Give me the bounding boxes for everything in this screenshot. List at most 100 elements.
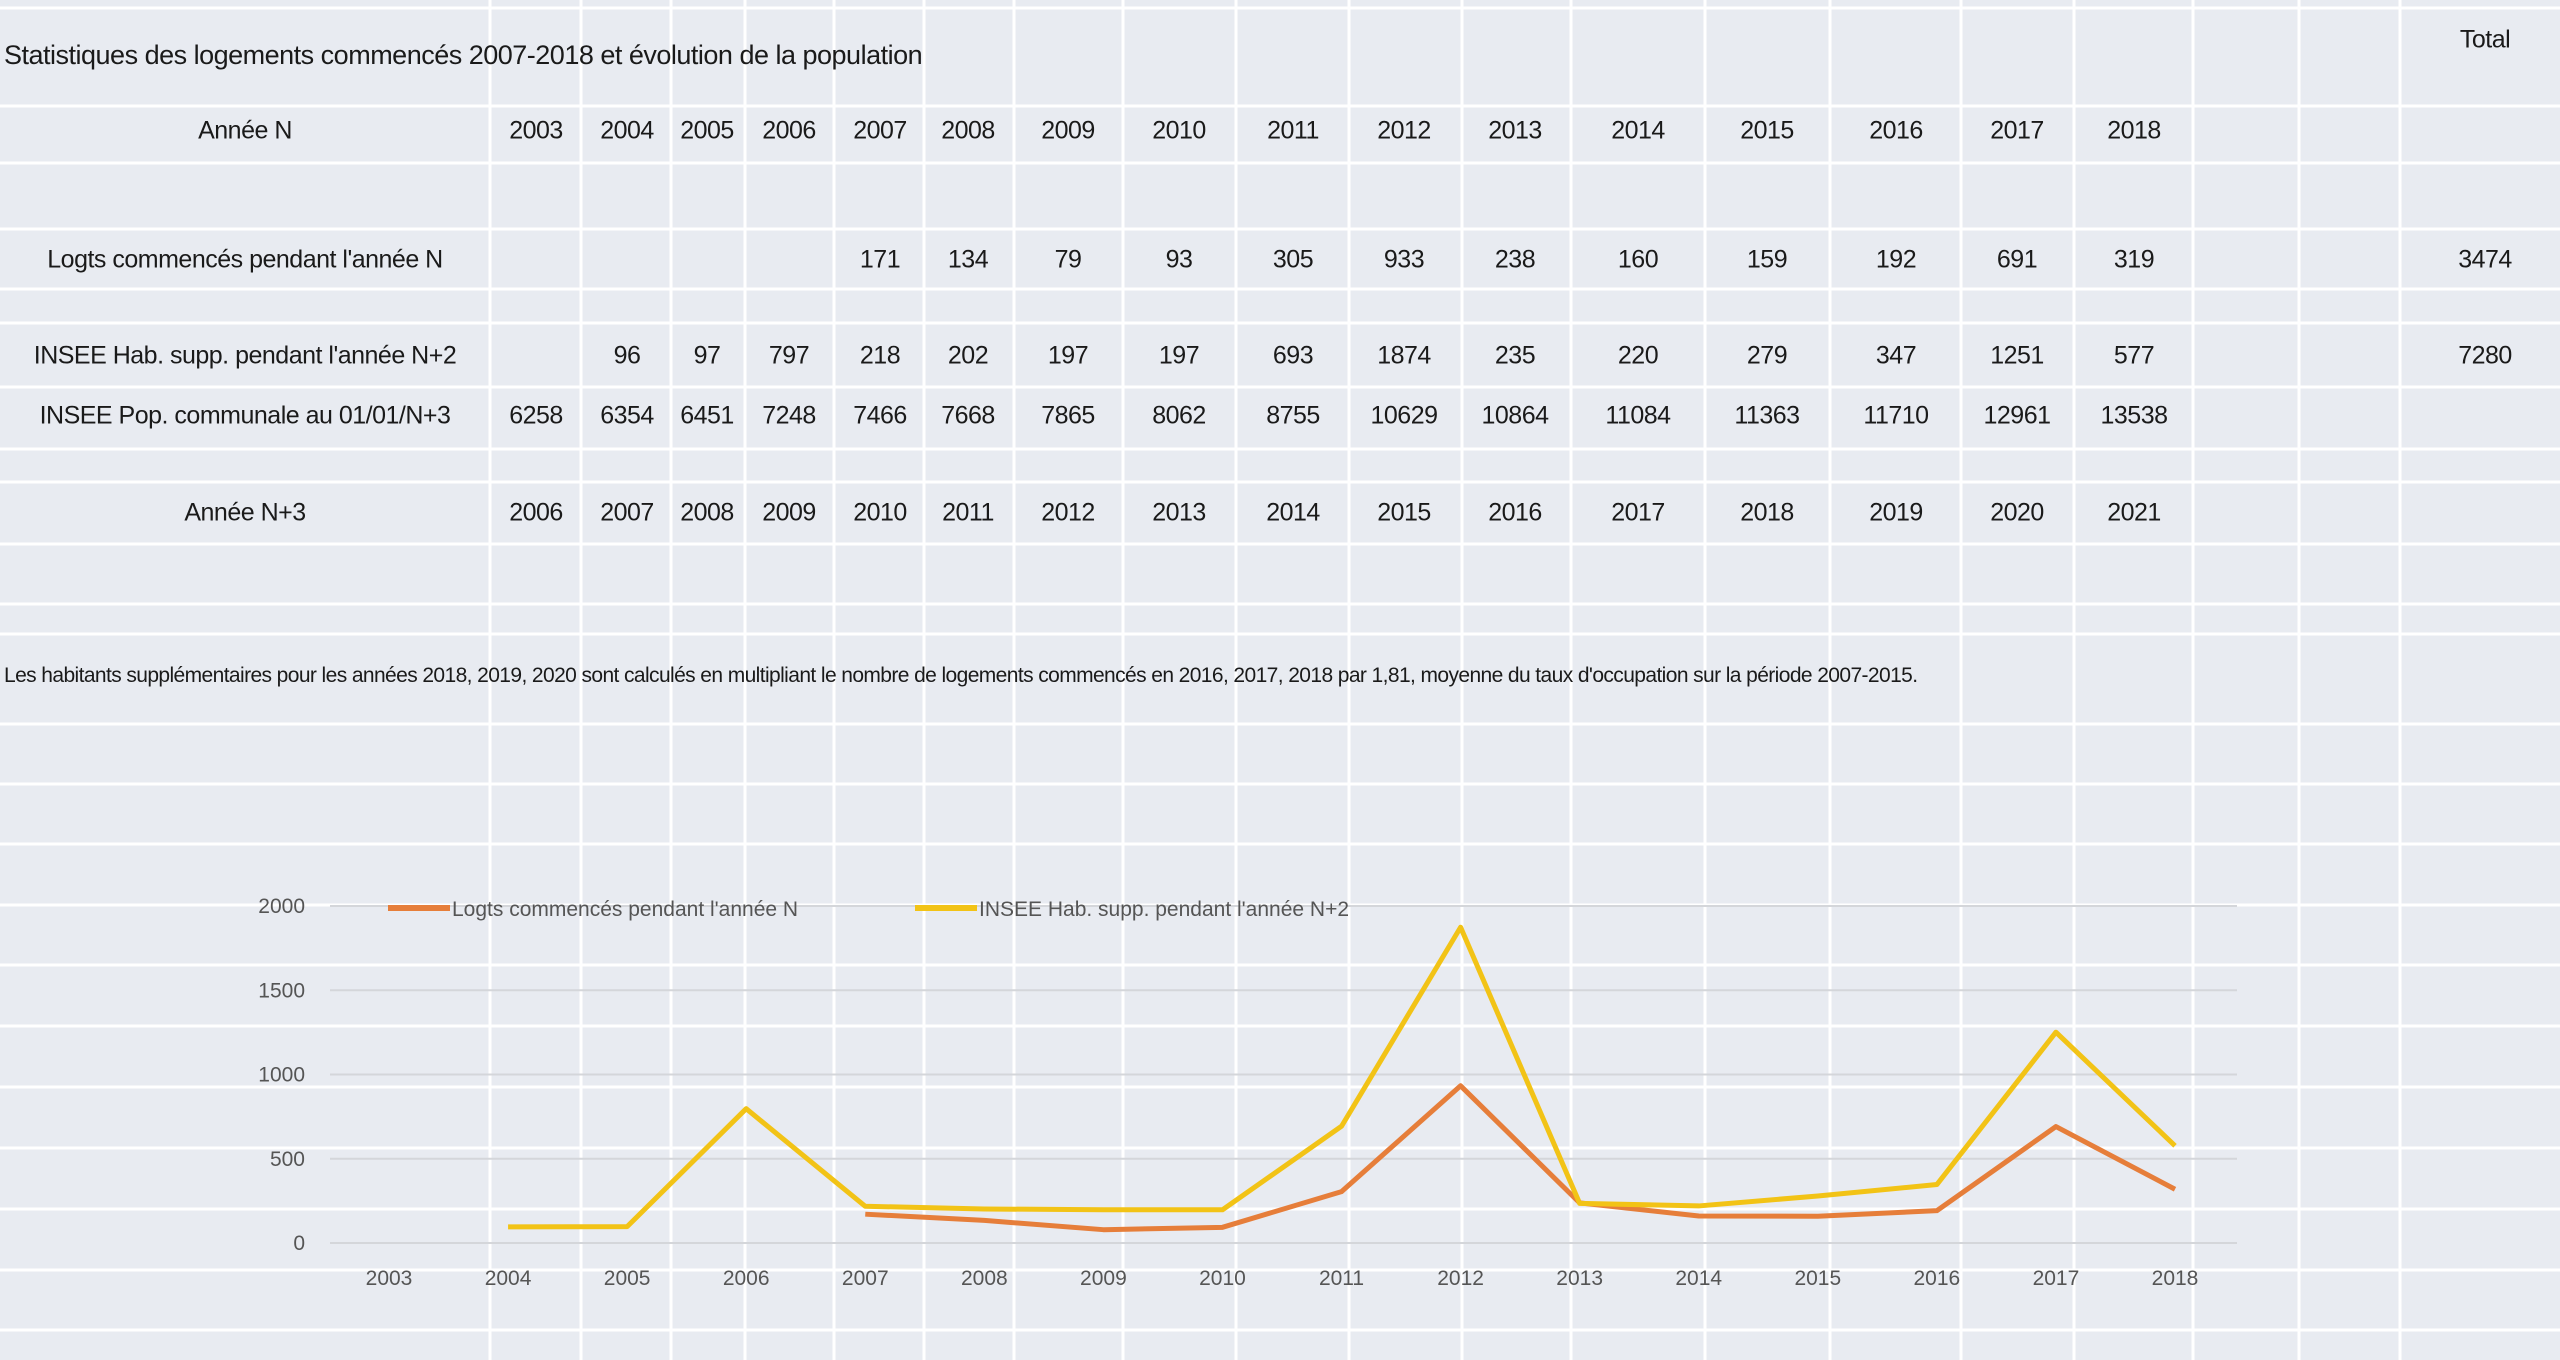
table-cell: 797 bbox=[768, 341, 810, 370]
x-tick-label: 2016 bbox=[1914, 1267, 1961, 1290]
table-cell: 220 bbox=[1617, 341, 1659, 370]
table-cell: 7668 bbox=[941, 401, 995, 430]
y-tick-label: 2000 bbox=[258, 895, 305, 918]
table-cell: 218 bbox=[859, 341, 901, 370]
x-tick-label: 2014 bbox=[1675, 1267, 1722, 1290]
table-cell: 2017 bbox=[1611, 498, 1665, 527]
y-tick-label: 1500 bbox=[258, 979, 305, 1002]
table-cell: 202 bbox=[947, 341, 989, 370]
legend-label: INSEE Hab. supp. pendant l'année N+2 bbox=[979, 898, 1349, 921]
table-cell: 2009 bbox=[1041, 116, 1095, 145]
table-cell: 2021 bbox=[2107, 498, 2161, 527]
table-cell: 96 bbox=[613, 341, 641, 370]
total-cell: 7280 bbox=[2458, 341, 2512, 370]
legend-label: Logts commencés pendant l'année N bbox=[452, 898, 798, 921]
table-cell: 2020 bbox=[1990, 498, 2044, 527]
table-cell: 235 bbox=[1494, 341, 1536, 370]
table-cell: 2016 bbox=[1869, 116, 1923, 145]
x-tick-label: 2013 bbox=[1556, 1267, 1603, 1290]
table-cell: 8755 bbox=[1266, 401, 1320, 430]
table-cell: 693 bbox=[1272, 341, 1314, 370]
table-cell: 2003 bbox=[509, 116, 563, 145]
table-cell: 347 bbox=[1875, 341, 1917, 370]
table-cell: 11710 bbox=[1863, 401, 1929, 430]
row-label: INSEE Pop. communale au 01/01/N+3 bbox=[39, 401, 451, 430]
table-cell: 171 bbox=[859, 245, 901, 274]
x-tick-label: 2018 bbox=[2152, 1267, 2199, 1290]
sheet-title: Statistiques des logements commencés 200… bbox=[4, 40, 923, 70]
x-tick-label: 2011 bbox=[1319, 1267, 1364, 1290]
table-cell: 197 bbox=[1047, 341, 1089, 370]
table-cell: 2007 bbox=[600, 498, 654, 527]
y-tick-label: 1000 bbox=[258, 1064, 305, 1087]
table-cell: 11363 bbox=[1734, 401, 1800, 430]
table-cell: 2014 bbox=[1266, 498, 1320, 527]
table-cell: 6354 bbox=[600, 401, 654, 430]
table-cell: 2007 bbox=[853, 116, 907, 145]
table-cell: 691 bbox=[1996, 245, 2038, 274]
table-cell: 2017 bbox=[1990, 116, 2044, 145]
table-cell: 97 bbox=[693, 341, 721, 370]
table-cell: 6258 bbox=[509, 401, 563, 430]
table-cell: 2019 bbox=[1869, 498, 1923, 527]
x-tick-label: 2007 bbox=[842, 1267, 889, 1290]
table-cell: 2014 bbox=[1611, 116, 1665, 145]
table-cell: 2008 bbox=[941, 116, 995, 145]
table-cell: 2011 bbox=[942, 498, 994, 527]
table-cell: 319 bbox=[2113, 245, 2155, 274]
row-label: INSEE Hab. supp. pendant l'année N+2 bbox=[33, 341, 457, 370]
total-header: Total bbox=[2459, 25, 2511, 54]
table-cell: 2004 bbox=[600, 116, 654, 145]
table-cell: 10629 bbox=[1370, 401, 1438, 430]
x-tick-label: 2017 bbox=[2033, 1267, 2080, 1290]
table-cell: 2015 bbox=[1377, 498, 1431, 527]
table-cell: 1874 bbox=[1377, 341, 1431, 370]
table-cell: 2018 bbox=[1740, 498, 1794, 527]
total-cell: 3474 bbox=[2458, 245, 2512, 274]
table-cell: 2008 bbox=[680, 498, 734, 527]
table-cell: 6451 bbox=[680, 401, 734, 430]
table-cell: 2012 bbox=[1041, 498, 1095, 527]
table-cell: 159 bbox=[1746, 245, 1788, 274]
table-cell: 11084 bbox=[1605, 401, 1671, 430]
table-cell: 2018 bbox=[2107, 116, 2161, 145]
table-cell: 134 bbox=[947, 245, 989, 274]
table-cell: 2016 bbox=[1488, 498, 1542, 527]
table-cell: 10864 bbox=[1481, 401, 1549, 430]
table-cell: 2006 bbox=[509, 498, 563, 527]
footnote: Les habitants supplémentaires pour les a… bbox=[4, 664, 1918, 687]
x-tick-label: 2003 bbox=[366, 1267, 413, 1290]
table-cell: 1251 bbox=[1990, 341, 2044, 370]
x-tick-label: 2005 bbox=[604, 1267, 651, 1290]
table-cell: 7466 bbox=[853, 401, 907, 430]
table-cell: 2009 bbox=[762, 498, 816, 527]
table-cell: 79 bbox=[1054, 245, 1082, 274]
x-tick-label: 2010 bbox=[1199, 1267, 1246, 1290]
table-cell: 2010 bbox=[853, 498, 907, 527]
x-tick-label: 2006 bbox=[723, 1267, 770, 1290]
x-tick-label: 2012 bbox=[1437, 1267, 1484, 1290]
row-label: Année N+3 bbox=[184, 498, 306, 527]
x-tick-label: 2015 bbox=[1794, 1267, 1841, 1290]
table-cell: 192 bbox=[1875, 245, 1917, 274]
x-tick-label: 2008 bbox=[961, 1267, 1008, 1290]
table-cell: 279 bbox=[1746, 341, 1788, 370]
table-cell: 238 bbox=[1494, 245, 1536, 274]
y-tick-label: 500 bbox=[270, 1148, 305, 1171]
table-cell: 13538 bbox=[2100, 401, 2168, 430]
table-cell: 7865 bbox=[1041, 401, 1095, 430]
table-cell: 2013 bbox=[1488, 116, 1542, 145]
table-cell: 2010 bbox=[1152, 116, 1206, 145]
x-tick-label: 2004 bbox=[485, 1267, 532, 1290]
table-cell: 8062 bbox=[1152, 401, 1206, 430]
series-line-0 bbox=[865, 1083, 2177, 1233]
table-cell: 2011 bbox=[1267, 116, 1319, 145]
table-cell: 2015 bbox=[1740, 116, 1794, 145]
table-cell: 2012 bbox=[1377, 116, 1431, 145]
table-cell: 577 bbox=[2113, 341, 2155, 370]
table-cell: 7248 bbox=[762, 401, 816, 430]
table-cell: 305 bbox=[1272, 245, 1314, 274]
table-cell: 12961 bbox=[1983, 401, 2051, 430]
